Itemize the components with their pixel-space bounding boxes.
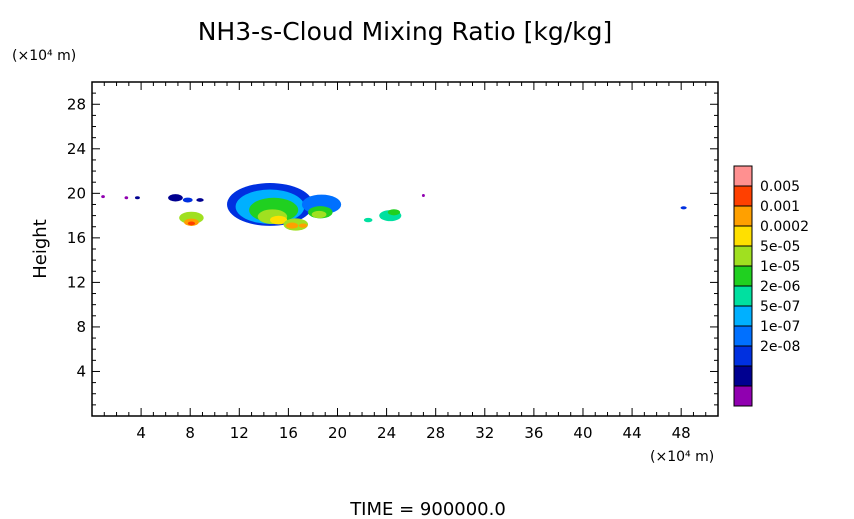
legend-label: 2e-06 [760, 279, 800, 295]
y-axis: 4 8 12 16 20 24 28 [67, 92, 718, 406]
legend-swatch [733, 365, 753, 387]
cloud-cell-15 [285, 222, 299, 229]
y-tick-label: 16 [67, 229, 86, 247]
legend-label: 5e-05 [760, 239, 800, 255]
cloud-cell-24 [680, 206, 687, 210]
x-axis: 4 8 12 16 20 24 28 32 36 40 44 48 [103, 82, 707, 442]
legend-swatch [733, 385, 753, 407]
cloud-cell-20 [363, 217, 373, 223]
legend-swatch [733, 325, 753, 347]
plot-frame [91, 81, 719, 417]
x-tick-label: 4 [136, 424, 146, 442]
x-tick-label: 40 [573, 424, 592, 442]
legend-swatch [733, 205, 753, 227]
plot-cells [101, 183, 687, 231]
x-unit-label: (×10⁴ m) [650, 449, 714, 465]
legend-swatch [733, 225, 753, 247]
legend-label: 5e-07 [760, 299, 800, 315]
x-tick-label: 44 [623, 424, 642, 442]
footer-time: TIME = 900000.0 [349, 499, 506, 519]
cloud-cell-0 [101, 195, 105, 199]
x-tick-label: 32 [475, 424, 494, 442]
cloud-cell-4 [182, 197, 193, 203]
legend-label: 0.001 [760, 199, 800, 215]
y-tick-label: 8 [76, 318, 86, 336]
x-tick-label: 20 [328, 424, 347, 442]
y-unit-label: (×10⁴ m) [12, 48, 76, 64]
cloud-cell-2 [134, 196, 140, 200]
legend-swatch [733, 345, 753, 367]
legend-label: 1e-05 [760, 259, 800, 275]
y-tick-label: 24 [67, 140, 86, 158]
x-tick-label: 8 [185, 424, 195, 442]
x-tick-label: 28 [426, 424, 445, 442]
y-tick-label: 20 [67, 184, 86, 202]
legend: 0.005 0.001 0.0002 5e-05 1e-05 2e-06 5e-07 1e-0… [733, 165, 809, 407]
x-tick-label: 24 [377, 424, 396, 442]
chart-title: NH3-s-Cloud Mixing Ratio [kg/kg] [198, 17, 613, 46]
cloud-cell-5 [196, 198, 204, 202]
legend-swatch [733, 165, 753, 187]
cloud-cell-1 [124, 196, 129, 200]
legend-label: 2e-08 [760, 339, 800, 355]
cloud-cell-19 [311, 210, 327, 219]
legend-label: 0.0002 [760, 219, 809, 235]
legend-swatch [733, 245, 753, 267]
x-tick-label: 48 [672, 424, 691, 442]
x-tick-label: 36 [524, 424, 543, 442]
cloud-cell-3 [168, 194, 183, 202]
x-tick-label: 12 [230, 424, 249, 442]
y-axis-label: Height [30, 219, 51, 279]
cloud-cell-23 [421, 194, 425, 198]
legend-label: 1e-07 [760, 319, 800, 335]
cloud-cell-22 [387, 209, 401, 216]
legend-swatch [733, 265, 753, 287]
cloud-cell-16 [298, 223, 308, 228]
cloud-cell-13 [269, 215, 288, 225]
legend-swatch [733, 305, 753, 327]
y-tick-label: 28 [67, 95, 86, 113]
legend-swatch [733, 185, 753, 207]
legend-label: 0.005 [760, 179, 800, 195]
y-tick-label: 4 [76, 362, 86, 380]
legend-swatch [733, 285, 753, 307]
x-tick-label: 16 [279, 424, 298, 442]
cloud-cell-8 [187, 221, 196, 226]
y-tick-label: 12 [67, 273, 86, 291]
